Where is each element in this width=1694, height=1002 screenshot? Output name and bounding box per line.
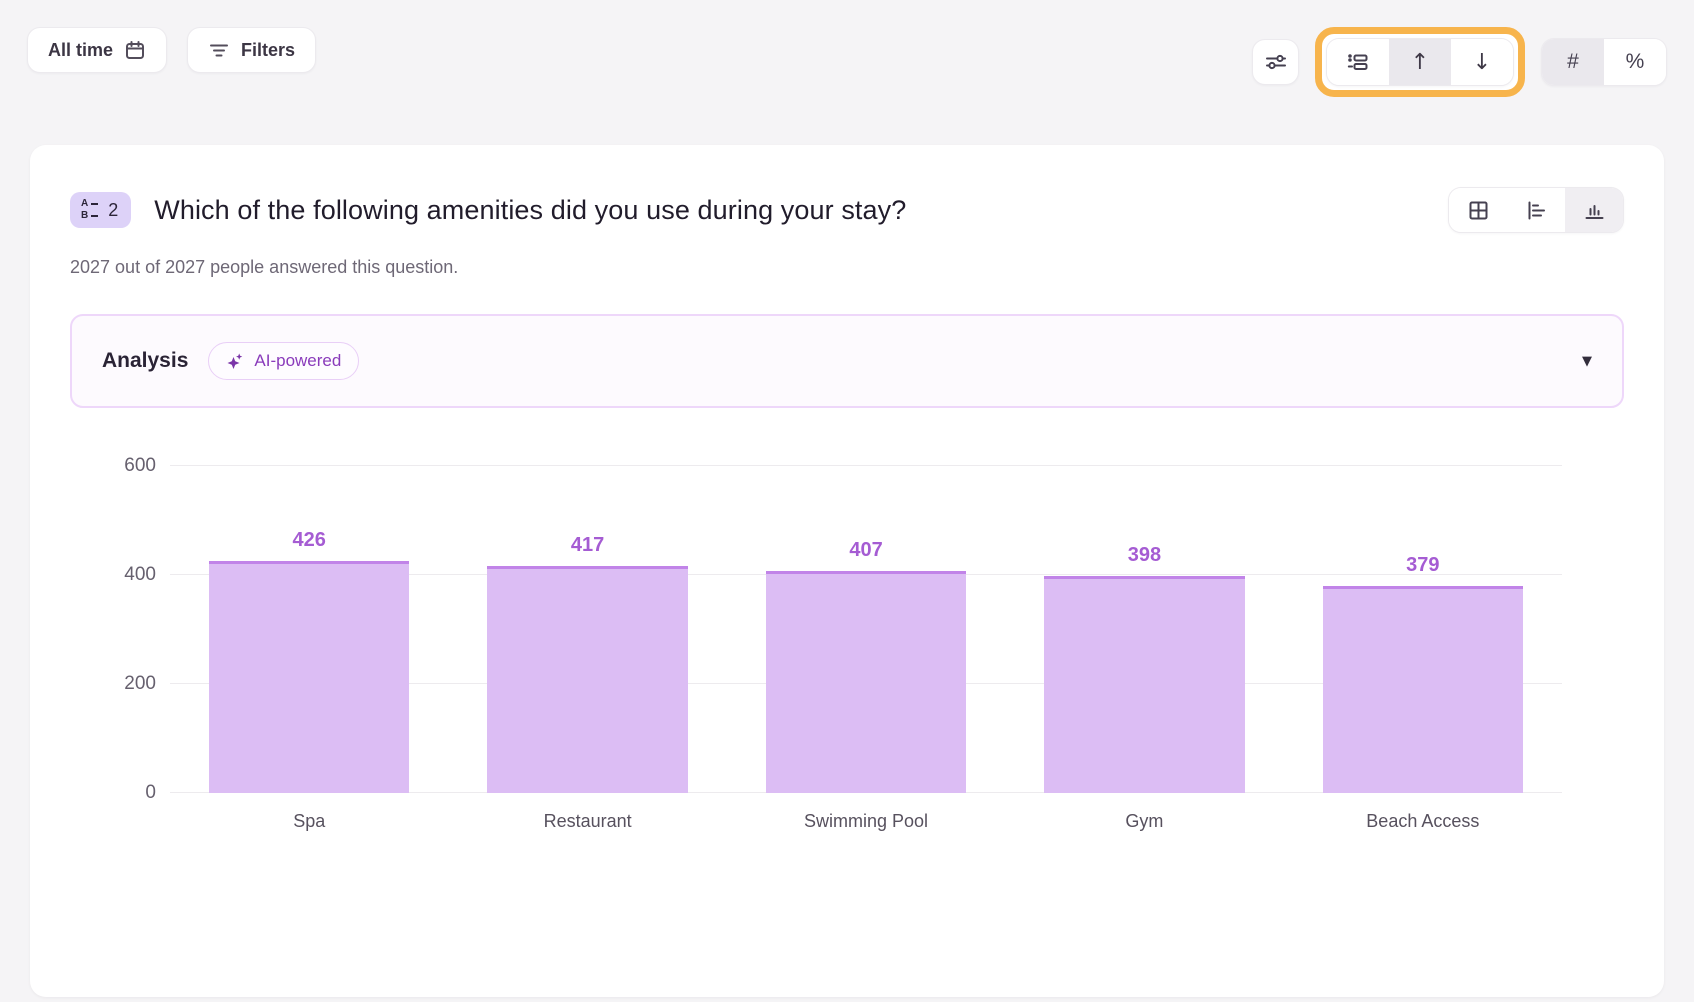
- category-label: Gym: [1125, 811, 1164, 831]
- question-card: A B 2 Which of the following amenities d…: [30, 145, 1664, 997]
- chevron-down-icon[interactable]: ▼: [1582, 353, 1592, 369]
- y-tick-label: 0: [145, 782, 156, 803]
- filter-icon: [208, 39, 230, 61]
- sort-ascending-segment[interactable]: ↑: [1389, 39, 1451, 85]
- question-number: 2: [108, 199, 119, 220]
- multiple-choice-icon: A B: [81, 199, 99, 221]
- view-vertical-bar-segment[interactable]: [1565, 188, 1623, 232]
- bar-slot: 417: [448, 466, 726, 793]
- category-label: Restaurant: [543, 811, 632, 831]
- question-header: A B 2 Which of the following amenities d…: [70, 187, 1624, 233]
- format-number-segment[interactable]: #: [1542, 39, 1604, 85]
- value-format-segmented-control: # %: [1541, 38, 1667, 86]
- display-settings-button[interactable]: [1252, 39, 1299, 85]
- bar-chart: 0 200 400 600 426 417 407 398 379 Spa Restaurant S…: [124, 455, 1562, 832]
- sparkles-icon: [226, 352, 245, 371]
- bar-value-label: 398: [1127, 544, 1162, 567]
- bar-slots: 426 417 407 398 379: [170, 466, 1562, 793]
- filters-label: Filters: [241, 39, 296, 60]
- view-table-segment[interactable]: [1449, 188, 1507, 232]
- category-label: Beach Access: [1366, 811, 1480, 831]
- analysis-accordion[interactable]: Analysis AI-powered ▼: [70, 314, 1624, 408]
- top-toolbar: All time Filters: [0, 0, 1694, 97]
- view-horizontal-bar-segment[interactable]: [1507, 188, 1565, 232]
- bar-slot: 407: [727, 466, 1005, 793]
- ai-powered-badge: AI-powered: [208, 342, 360, 380]
- sliders-icon: [1264, 50, 1288, 74]
- y-tick-label: 200: [124, 673, 156, 694]
- toolbar-right-group: ↑ ↓ # %: [1252, 27, 1667, 97]
- category-label: Spa: [293, 811, 326, 831]
- arrow-up-icon: ↑: [1410, 49, 1430, 75]
- arrow-down-icon: ↓: [1472, 49, 1492, 75]
- plot-area: 0 200 400 600 426 417 407 398 379: [124, 455, 1562, 803]
- analysis-label: Analysis: [102, 349, 189, 372]
- bar-value-label: 426: [292, 528, 326, 551]
- bar-spa: [208, 560, 410, 793]
- toolbar-left-group: All time Filters: [27, 27, 317, 73]
- highlight-annotation: ↑ ↓: [1315, 27, 1525, 97]
- sort-descending-segment[interactable]: ↓: [1451, 39, 1513, 85]
- ai-powered-label: AI-powered: [254, 351, 342, 370]
- format-percent-segment[interactable]: %: [1604, 39, 1666, 85]
- ranking-list-icon: [1346, 50, 1370, 74]
- bar-value-label: 407: [849, 539, 883, 562]
- question-title: Which of the following amenities did you…: [154, 194, 907, 225]
- answered-count-text: 2027 out of 2027 people answered this qu…: [70, 257, 459, 277]
- question-type-badge: A B 2: [70, 192, 132, 228]
- table-icon: [1467, 199, 1490, 222]
- bar-swimming-pool: [765, 571, 967, 793]
- y-tick-label: 400: [124, 564, 156, 585]
- sort-ranking-segment[interactable]: [1327, 39, 1389, 85]
- percent-icon: %: [1625, 50, 1645, 73]
- hash-icon: #: [1567, 50, 1579, 73]
- category-axis: Spa Restaurant Swimming Pool Gym Beach Acces…: [170, 811, 1562, 832]
- category-label: Swimming Pool: [803, 811, 929, 831]
- y-tick-label: 600: [124, 455, 156, 476]
- date-range-label: All time: [48, 39, 114, 60]
- bar-gym: [1044, 576, 1245, 793]
- chart-view-segmented-control: [1448, 187, 1624, 233]
- bar-restaurant: [487, 565, 688, 793]
- horizontal-bar-chart-icon: [1525, 199, 1548, 222]
- bar-value-label: 379: [1406, 554, 1440, 577]
- bar-beach-access: [1322, 586, 1524, 793]
- gridline: [170, 465, 1562, 466]
- bar-slot: 379: [1284, 466, 1562, 793]
- filters-button[interactable]: Filters: [187, 27, 317, 73]
- vertical-bar-chart-icon: [1583, 199, 1606, 222]
- bar-slot: 398: [1005, 466, 1283, 793]
- calendar-icon: [124, 39, 146, 61]
- bar-value-label: 417: [570, 533, 605, 556]
- sort-segmented-control: ↑ ↓: [1326, 38, 1514, 86]
- bar-slot: 426: [170, 466, 448, 793]
- date-range-button[interactable]: All time: [27, 27, 168, 73]
